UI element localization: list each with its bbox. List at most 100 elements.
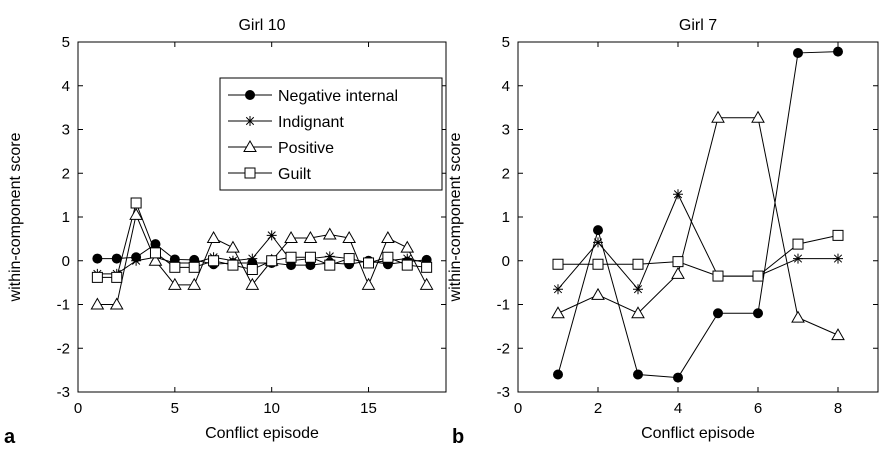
point-indignant xyxy=(324,251,335,262)
point-positive xyxy=(284,230,298,243)
panel-b-girl-7: 0 2 4 6 8 -3 -2 -1 0 1 2 3 4 5 Girl 7 Conflict episode w… xyxy=(447,17,879,448)
point-guilt xyxy=(592,258,604,270)
x-tick-label: 5 xyxy=(171,400,179,417)
point-guilt xyxy=(130,197,142,209)
point-indignant xyxy=(673,189,683,200)
point-positive xyxy=(342,230,357,243)
x-tick-label: 0 xyxy=(74,400,82,417)
point-guilt xyxy=(91,271,103,283)
point-positive xyxy=(419,277,434,290)
point-positive xyxy=(671,266,685,279)
y-axis-label: within-component score xyxy=(7,132,24,302)
point-positive xyxy=(245,277,260,290)
x-tick-label: 8 xyxy=(834,400,842,417)
point-indignant xyxy=(793,253,803,264)
point-negative-internal xyxy=(633,369,643,380)
x-tick-label: 15 xyxy=(360,400,377,417)
point-indignant xyxy=(633,284,643,295)
point-positive xyxy=(751,110,765,123)
series-line-guilt xyxy=(558,234,839,277)
point-positive xyxy=(90,297,105,310)
y-tick-label: 3 xyxy=(62,122,70,139)
panel-a-girl-10: 0 5 10 15 -3 -2 -1 0 1 2 3 4 5 Girl 10 Conflict episod… xyxy=(4,17,447,448)
point-positive xyxy=(551,306,565,319)
y-tick-label: 4 xyxy=(502,78,510,95)
x-tick-label: 2 xyxy=(594,400,602,417)
point-indignant xyxy=(593,237,603,248)
x-axis-label: Conflict episode xyxy=(205,425,319,442)
point-positive xyxy=(322,227,337,240)
point-positive xyxy=(631,306,645,319)
y-tick-label: 1 xyxy=(62,209,70,226)
x-axis-label: Conflict episode xyxy=(641,425,755,442)
legend-label-positive: Positive xyxy=(278,140,334,157)
point-indignant xyxy=(402,253,413,264)
point-guilt xyxy=(672,256,684,268)
point-guilt xyxy=(832,229,844,241)
point-guilt xyxy=(149,247,161,259)
y-tick-label: -1 xyxy=(497,297,510,314)
point-positive xyxy=(831,328,845,341)
point-negative-internal xyxy=(793,47,803,58)
panel-letter: b xyxy=(452,426,464,448)
point-guilt xyxy=(227,259,239,271)
point-negative-internal xyxy=(833,46,843,57)
plot-frame xyxy=(517,41,879,393)
x-tick-label: 6 xyxy=(754,400,762,417)
legend-marker-indignant xyxy=(245,116,255,126)
y-tick-label: 5 xyxy=(62,34,70,51)
point-negative-internal xyxy=(713,308,723,319)
y-tick-label: -1 xyxy=(57,297,70,314)
point-guilt xyxy=(421,261,433,273)
point-guilt xyxy=(246,264,258,275)
series-line-positive xyxy=(97,213,428,305)
legend-label-indignant: Indignant xyxy=(278,114,344,131)
point-positive xyxy=(187,277,202,290)
legend-label-guilt: Guilt xyxy=(278,166,311,183)
point-guilt xyxy=(188,261,200,273)
x-tick-label: 10 xyxy=(263,400,280,417)
legend-marker-guilt xyxy=(244,167,256,179)
x-tick-label: 0 xyxy=(514,400,522,417)
point-guilt xyxy=(712,270,724,282)
point-positive xyxy=(361,277,376,290)
point-indignant xyxy=(553,284,563,295)
legend: Negative internal Indignant Positive Guilt xyxy=(219,77,443,191)
point-positive xyxy=(129,207,143,220)
y-tick-label: -3 xyxy=(497,384,510,401)
series-line-positive xyxy=(557,117,839,336)
point-positive xyxy=(226,240,240,253)
point-guilt xyxy=(169,261,181,273)
series-line-negative-internal xyxy=(557,51,839,379)
point-indignant xyxy=(833,253,843,264)
point-negative-internal xyxy=(673,372,683,383)
point-negative-internal xyxy=(92,253,103,264)
point-negative-internal xyxy=(553,369,563,380)
y-tick-label: 0 xyxy=(62,253,70,270)
point-guilt xyxy=(363,257,375,269)
point-indignant xyxy=(266,230,277,241)
panel-title: Girl 7 xyxy=(679,17,717,34)
point-guilt xyxy=(324,259,336,271)
y-tick-label: -3 xyxy=(57,384,70,401)
panel-letter: a xyxy=(4,426,16,448)
point-indignant xyxy=(131,255,142,266)
series-line-indignant xyxy=(557,193,838,291)
point-guilt xyxy=(285,251,297,263)
point-guilt xyxy=(266,255,278,267)
point-positive xyxy=(109,297,124,310)
point-negative-internal xyxy=(150,239,161,250)
y-tick-label: 5 xyxy=(502,34,510,51)
x-tick-label: 4 xyxy=(674,400,682,417)
y-tick-label: 2 xyxy=(502,165,510,182)
y-tick-label: 0 xyxy=(502,253,510,270)
point-positive xyxy=(711,110,725,123)
y-tick-label: -2 xyxy=(57,340,70,357)
panel-title: Girl 10 xyxy=(238,17,285,34)
point-guilt xyxy=(208,255,220,267)
point-positive xyxy=(167,277,182,290)
y-axis-label: within-component score xyxy=(447,132,464,302)
point-guilt xyxy=(343,253,355,265)
point-guilt xyxy=(111,271,123,283)
